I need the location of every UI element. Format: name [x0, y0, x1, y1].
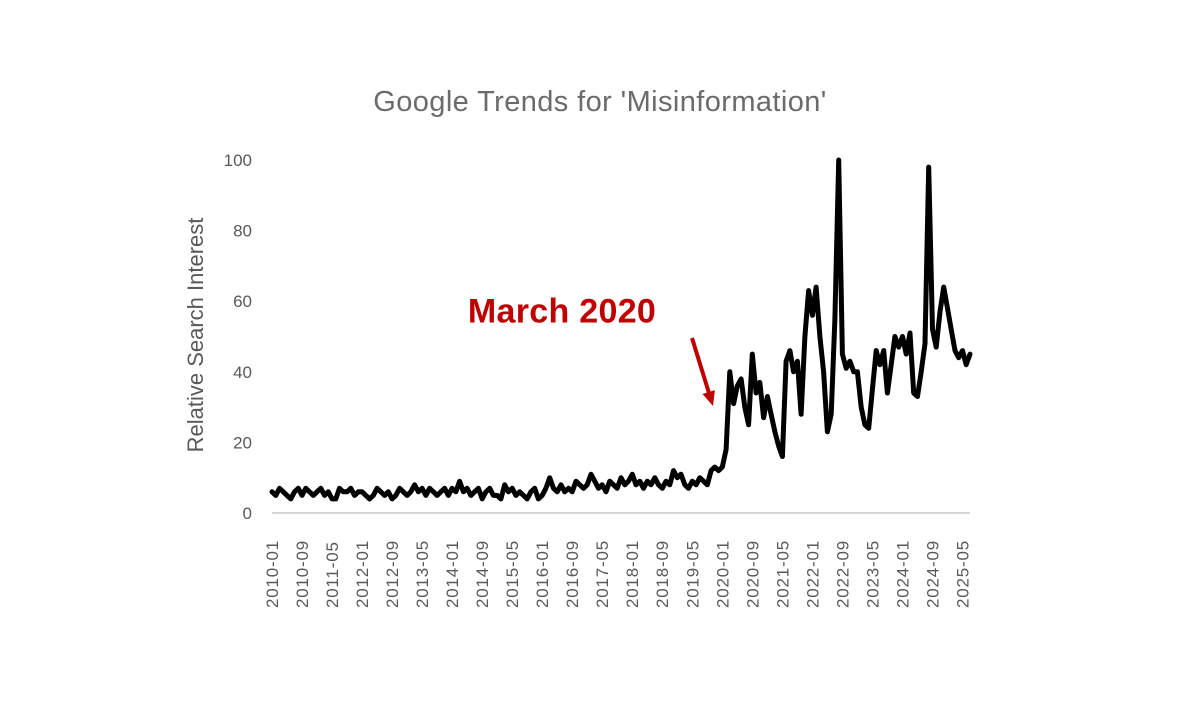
- x-axis-tick-label: 2016-01: [533, 540, 552, 608]
- annotation-arrow-head: [702, 390, 715, 406]
- x-axis-tick-label: 2020-01: [713, 540, 732, 608]
- x-axis-tick-label: 2019-05: [683, 540, 702, 608]
- x-axis-tick-label: 2014-09: [473, 540, 492, 608]
- y-axis-tick-label: 0: [243, 504, 252, 523]
- x-axis-tick-label: 2012-01: [353, 540, 372, 608]
- x-axis-tick-label: 2022-01: [803, 540, 822, 608]
- x-axis-tick-label: 2016-09: [563, 540, 582, 608]
- x-axis-tick-label: 2017-05: [593, 540, 612, 608]
- series-layer: [269, 157, 973, 502]
- x-axis-tick-label: 2023-05: [863, 540, 882, 608]
- x-axis-tick-label: 2018-09: [653, 540, 672, 608]
- x-axis-tick-label: 2025-05: [953, 540, 972, 608]
- x-axis-tick-label: 2011-05: [323, 541, 342, 608]
- annotation-march-2020-label: March 2020: [467, 292, 657, 331]
- x-axis-tick-label: 2021-05: [773, 540, 792, 608]
- x-axis-tick-label: 2018-01: [623, 540, 642, 608]
- x-axis-tick-label: 2022-09: [833, 540, 852, 608]
- x-axis-tick-label: 2024-01: [893, 540, 912, 608]
- annotation-arrow-shaft: [690, 337, 711, 394]
- annotation-arrow-layer: [690, 337, 715, 406]
- trend-line: [269, 157, 973, 502]
- axis-layer: 0 20 40 60 80 100 2010-01 2010-09 2011-05 2012-01…: [224, 151, 973, 608]
- x-axis-tick-label: 2014-01: [443, 540, 462, 608]
- x-axis-tick-label: 2024-09: [923, 540, 942, 608]
- x-axis-tick-label: 2010-01: [263, 540, 282, 608]
- x-axis-tick-label: 2010-09: [293, 540, 312, 608]
- y-axis-title: Relative Search Interest: [183, 217, 208, 453]
- y-axis-tick-label: 80: [233, 222, 252, 241]
- chart-title: Google Trends for 'Misinformation': [373, 86, 827, 118]
- y-axis-tick-label: 100: [224, 151, 252, 170]
- x-axis-tick-label: 2012-09: [383, 540, 402, 608]
- y-axis-tick-label: 60: [233, 292, 252, 311]
- y-axis-tick-label: 40: [233, 363, 252, 382]
- y-axis-tick-label: 20: [233, 433, 252, 452]
- x-axis-tick-label: 2013-05: [413, 540, 432, 608]
- x-axis-tick-label: 2015-05: [503, 540, 522, 608]
- x-axis-tick-label: 2020-09: [743, 540, 762, 608]
